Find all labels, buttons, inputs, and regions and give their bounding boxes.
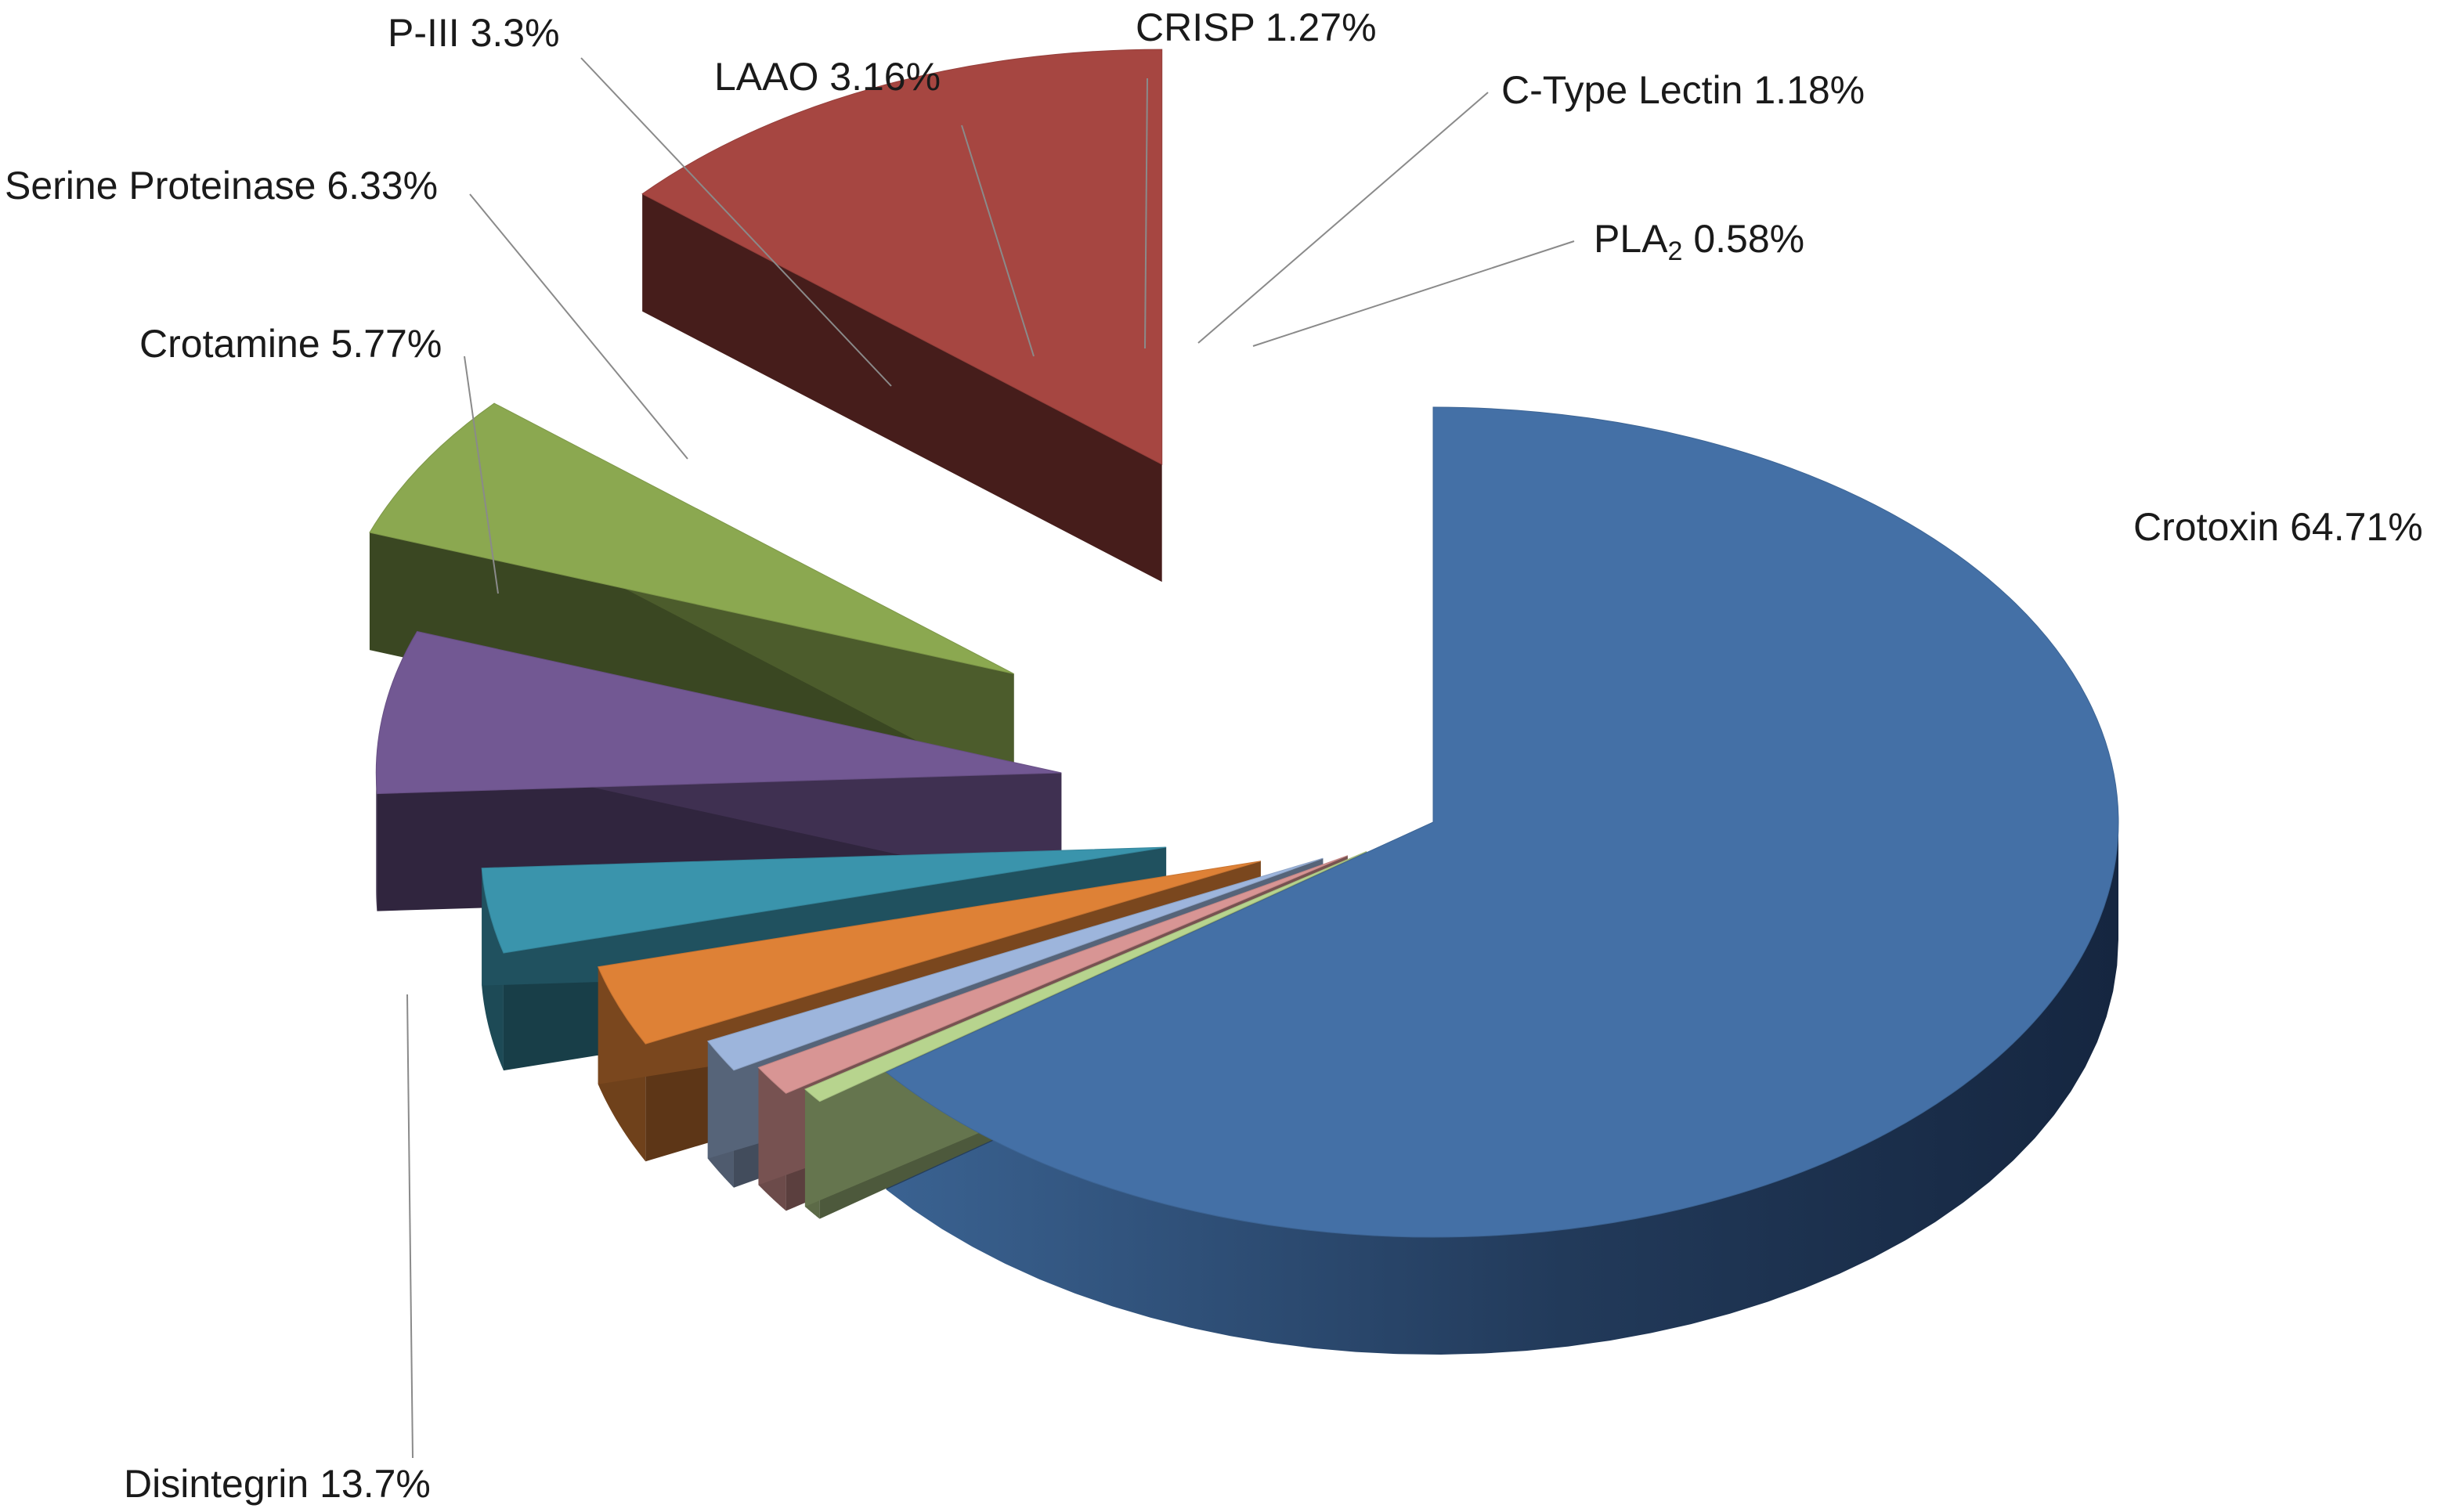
slice-disintegrin bbox=[641, 49, 1163, 465]
slice-tops bbox=[369, 49, 2119, 1238]
label-pla2-value: 0.58% bbox=[1682, 217, 1804, 261]
leader-line-c-type-lectin bbox=[1197, 92, 1489, 344]
slice-wall-disintegrin-0 bbox=[642, 193, 1162, 583]
label-disintegrin: Disintegrin 13.7% bbox=[124, 1462, 431, 1506]
slice-crisp bbox=[706, 857, 1324, 1071]
label-crotamine: Crotamine 5.77% bbox=[139, 322, 442, 366]
slice-laao bbox=[597, 861, 1261, 1045]
label-c-type-lectin: C-Type Lectin 1.18% bbox=[1501, 68, 1865, 112]
leader-lines bbox=[406, 57, 1575, 1459]
slice-p-iii bbox=[481, 846, 1167, 954]
slice-crotamine bbox=[369, 402, 1014, 675]
label-p-iii: P-III 3.3% bbox=[388, 11, 560, 55]
label-pla2-main: PLA bbox=[1594, 217, 1668, 261]
slice-crotoxin bbox=[885, 406, 2119, 1238]
leader-line-pla2 bbox=[1252, 240, 1575, 347]
leader-line-laao bbox=[961, 124, 1035, 357]
label-pla2: PLA2 0.58% bbox=[1594, 217, 1804, 266]
leader-line-serine-proteinase bbox=[469, 193, 688, 460]
label-crisp: CRISP 1.27% bbox=[1136, 5, 1377, 49]
slice-c-type-lectin bbox=[757, 855, 1348, 1094]
slice-side-crotoxin bbox=[886, 822, 2118, 1355]
slice-serine-proteinase bbox=[375, 630, 1062, 795]
leader-line-crotamine bbox=[464, 355, 499, 594]
slice-pla2 bbox=[804, 850, 1367, 1102]
label-pla2-subscript: 2 bbox=[1668, 236, 1683, 266]
label-crotoxin: Crotoxin 64.71% bbox=[2133, 505, 2423, 549]
leader-line-p-iii bbox=[580, 57, 892, 387]
leader-line-disintegrin bbox=[406, 994, 414, 1459]
slice-wall-crotamine-0 bbox=[369, 532, 1014, 792]
label-serine-proteinase: Serine Proteinase 6.33% bbox=[5, 164, 438, 207]
leader-line-crisp bbox=[1144, 78, 1148, 349]
label-laao: LAAO 3.16% bbox=[714, 55, 941, 99]
slice-side-serine-proteinase bbox=[376, 772, 377, 911]
